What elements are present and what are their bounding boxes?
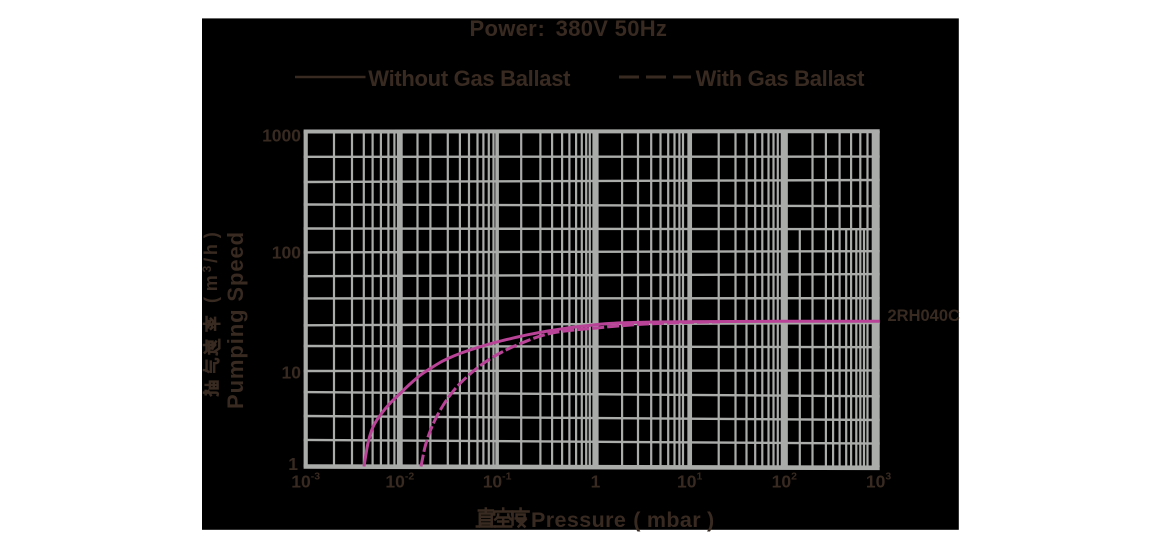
svg-text:1: 1 bbox=[591, 471, 601, 491]
svg-text:1000: 1000 bbox=[262, 126, 301, 146]
svg-text:Pumping Speed: Pumping Speed bbox=[223, 231, 248, 409]
svg-text:(m3/h): (m3/h) bbox=[200, 230, 221, 304]
svg-text:Power:380V 50Hz: Power: 380V 50Hz bbox=[470, 16, 668, 41]
svg-text:100: 100 bbox=[272, 242, 301, 262]
svg-text:2RH040C: 2RH040C bbox=[888, 307, 961, 325]
svg-text:10: 10 bbox=[282, 363, 302, 383]
svg-text:101: 101 bbox=[677, 470, 702, 491]
svg-text:102: 102 bbox=[772, 470, 797, 491]
svg-text:1: 1 bbox=[288, 454, 298, 474]
svg-text:With Gas Ballast: With Gas Ballast bbox=[696, 66, 866, 91]
svg-text:103: 103 bbox=[866, 470, 891, 491]
svg-text:Without Gas Ballast: Without Gas Ballast bbox=[368, 66, 571, 91]
svg-text:Pressure(mbar): Pressure(mbar) bbox=[531, 508, 715, 532]
